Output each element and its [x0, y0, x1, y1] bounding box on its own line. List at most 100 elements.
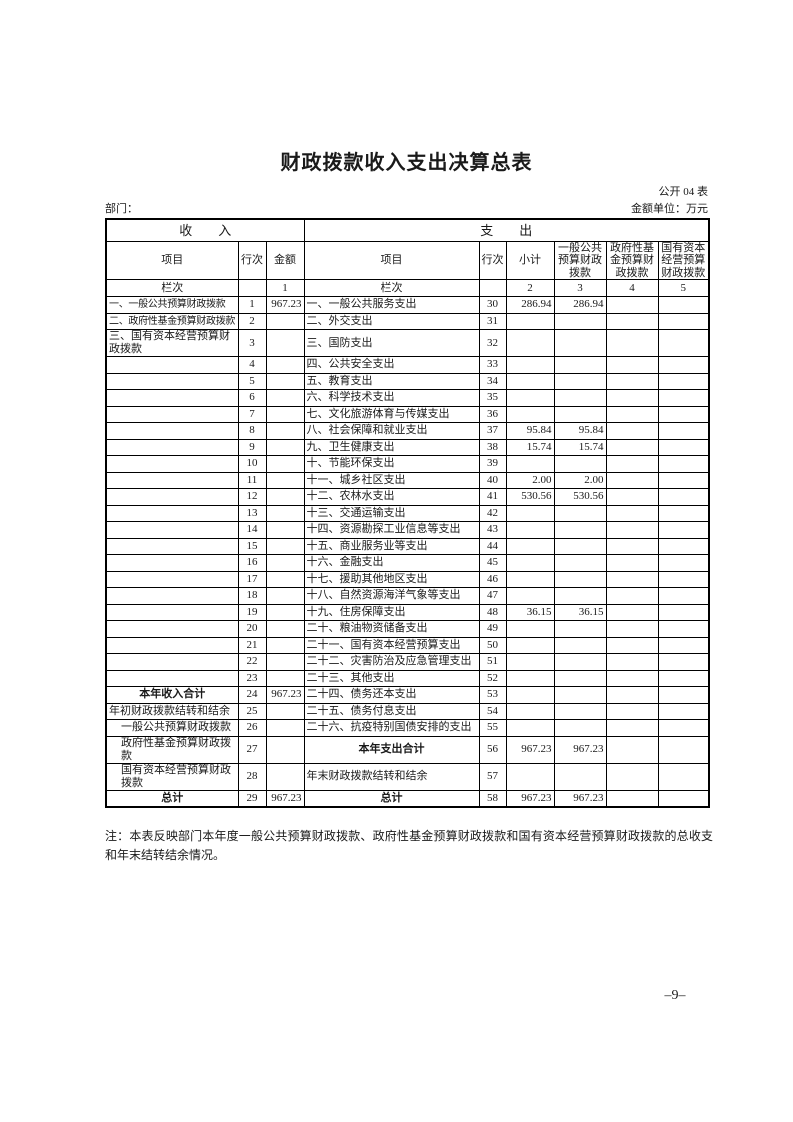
income-amount-cell — [265, 603, 305, 621]
gov-fund-cell — [605, 570, 659, 588]
general-budget-cell — [553, 405, 607, 423]
table-row: 总计 29 967.23 总计 58 967.23 967.23 — [105, 789, 710, 807]
subtotal-cell: 2.00 — [505, 471, 555, 489]
expense-item-cell: 七、文化旅游体育与传媒支出 — [303, 405, 480, 423]
subtotal-cell — [505, 554, 555, 572]
income-line-cell: 18 — [237, 587, 267, 605]
income-amount-cell — [265, 389, 305, 407]
table-row: 5 五、教育支出 34 — [105, 372, 710, 390]
income-item-cell: 政府性基金预算财政拨款 — [105, 735, 239, 764]
expense-line-cell: 44 — [478, 537, 507, 555]
income-line-cell: 8 — [237, 422, 267, 440]
gov-fund-cell — [605, 735, 659, 764]
table-row: 13 十三、交通运输支出 42 — [105, 504, 710, 522]
income-item-cell — [105, 455, 239, 473]
income-amount-cell — [265, 653, 305, 671]
income-line-cell: 24 — [237, 686, 267, 704]
general-budget-cell — [553, 719, 607, 737]
table-row: 6 六、科学技术支出 35 — [105, 389, 710, 407]
income-amount-cell — [265, 455, 305, 473]
income-line-cell: 12 — [237, 488, 267, 506]
table-row: 一般公共预算财政拨款 26 二十六、抗疫特别国债安排的支出 55 — [105, 719, 710, 737]
income-line-cell: 25 — [237, 702, 267, 720]
lanci-general: 3 — [553, 279, 607, 297]
general-budget-cell — [553, 587, 607, 605]
expense-line-cell: 55 — [478, 719, 507, 737]
general-budget-cell — [553, 537, 607, 555]
col-gov-fund-budget: 政府性基金预算财政拨款 — [605, 240, 659, 280]
expense-line-cell: 35 — [478, 389, 507, 407]
gov-fund-cell — [605, 356, 659, 374]
general-budget-cell — [553, 653, 607, 671]
income-line-cell: 16 — [237, 554, 267, 572]
table-row: 22 二十二、灾害防治及应急管理支出 51 — [105, 653, 710, 671]
state-capital-cell — [657, 521, 710, 539]
gov-fund-cell — [605, 372, 659, 390]
income-line-cell: 27 — [237, 735, 267, 764]
income-amount-cell — [265, 587, 305, 605]
subtotal-cell — [505, 312, 555, 330]
expense-line-cell: 54 — [478, 702, 507, 720]
col-income-item: 项目 — [105, 240, 239, 280]
subtotal-cell — [505, 587, 555, 605]
income-item-cell — [105, 587, 239, 605]
state-capital-cell — [657, 438, 710, 456]
expense-item-cell: 六、科学技术支出 — [303, 389, 480, 407]
state-capital-cell — [657, 471, 710, 489]
general-budget-cell — [553, 329, 607, 357]
income-amount-cell — [265, 356, 305, 374]
gov-fund-cell — [605, 438, 659, 456]
expense-line-cell: 48 — [478, 603, 507, 621]
income-lanci-amount: 1 — [265, 279, 305, 297]
gov-fund-cell — [605, 471, 659, 489]
income-item-cell — [105, 570, 239, 588]
income-amount-cell — [265, 735, 305, 764]
state-capital-cell — [657, 669, 710, 687]
table-row: 14 十四、资源勘探工业信息等支出 43 — [105, 521, 710, 539]
income-amount-cell — [265, 521, 305, 539]
subtotal-cell: 36.15 — [505, 603, 555, 621]
state-capital-cell — [657, 554, 710, 572]
expense-line-cell: 41 — [478, 488, 507, 506]
general-budget-cell — [553, 686, 607, 704]
subtotal-cell — [505, 620, 555, 638]
gov-fund-cell — [605, 620, 659, 638]
income-item-cell — [105, 521, 239, 539]
gov-fund-cell — [605, 312, 659, 330]
state-capital-cell — [657, 329, 710, 357]
subtotal-cell — [505, 719, 555, 737]
expense-line-cell: 39 — [478, 455, 507, 473]
general-budget-cell — [553, 372, 607, 390]
general-budget-cell: 36.15 — [553, 603, 607, 621]
income-group-header: 收 入 — [105, 218, 305, 242]
income-amount-cell — [265, 762, 305, 791]
table-row: 二、政府性基金预算财政拨款 2 二、外交支出 31 — [105, 312, 710, 330]
table-row: 本年收入合计 24 967.23 二十四、债务还本支出 53 — [105, 686, 710, 704]
state-capital-cell — [657, 488, 710, 506]
subtotal-cell — [505, 570, 555, 588]
expense-item-cell: 二十四、债务还本支出 — [303, 686, 480, 704]
state-capital-cell — [657, 570, 710, 588]
expense-item-cell: 二十五、债务付息支出 — [303, 702, 480, 720]
expense-line-cell: 38 — [478, 438, 507, 456]
expense-line-cell: 32 — [478, 329, 507, 357]
income-amount-cell — [265, 669, 305, 687]
subtotal-cell — [505, 686, 555, 704]
lanci-gov-fund: 4 — [605, 279, 659, 297]
income-line-cell: 4 — [237, 356, 267, 374]
table-row: 16 十六、金融支出 45 — [105, 554, 710, 572]
column-index-row: 栏次 1 栏次 2 3 4 5 — [105, 279, 710, 297]
expense-group-header: 支 出 — [303, 218, 710, 242]
gov-fund-cell — [605, 653, 659, 671]
unit-label: 金额单位：万元 — [631, 203, 708, 215]
expense-item-cell: 二、外交支出 — [303, 312, 480, 330]
subtotal-cell: 286.94 — [505, 296, 555, 314]
general-budget-cell — [553, 521, 607, 539]
income-amount-cell — [265, 554, 305, 572]
subtotal-cell — [505, 329, 555, 357]
expense-line-cell: 40 — [478, 471, 507, 489]
gov-fund-cell — [605, 521, 659, 539]
expense-line-cell: 46 — [478, 570, 507, 588]
state-capital-cell — [657, 719, 710, 737]
subtotal-cell: 15.74 — [505, 438, 555, 456]
